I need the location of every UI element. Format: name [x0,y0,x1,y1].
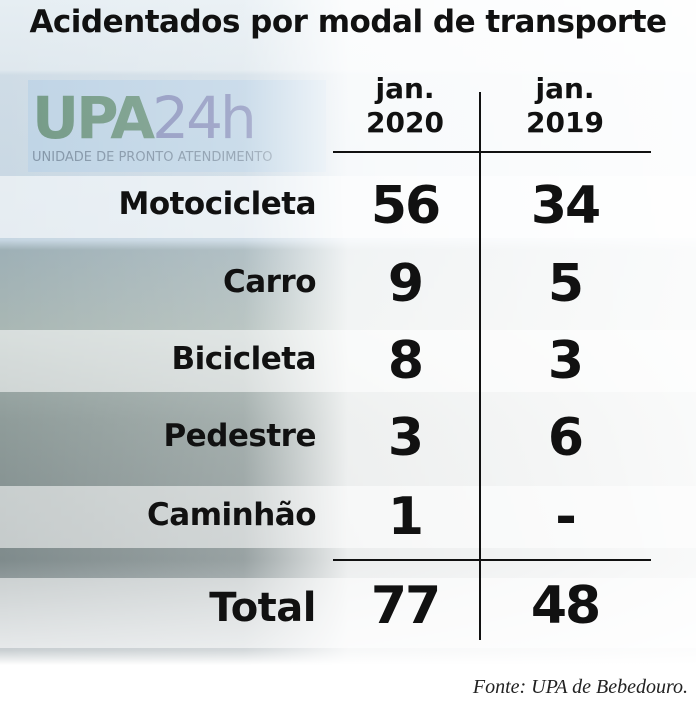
row-band [0,330,696,392]
row-label: Motocicleta [118,186,316,222]
value-2019: 3 [547,331,584,391]
total-2019: 48 [530,576,601,636]
column-header-2020: jan. 2020 [366,72,444,139]
total-2020: 77 [370,576,441,636]
header-divider [333,151,651,153]
value-2019: 6 [547,408,584,468]
value-2020: 56 [370,176,441,236]
column-divider [479,92,481,640]
value-2020: 9 [387,254,424,314]
row-label: Bicicleta [171,341,316,377]
chart-title: Acidentados por modal de transporte [29,4,667,40]
value-2019: 34 [530,176,601,236]
column-header-2019: jan. 2019 [526,72,604,139]
value-2019: 5 [547,254,584,314]
value-2019: - [555,487,577,547]
row-band [0,578,696,648]
value-2020: 3 [387,408,424,468]
source-note: Fonte: UPA de Bebedouro. [472,676,688,698]
row-band [0,176,696,238]
total-divider [333,559,651,561]
row-label: Caminhão [147,497,316,533]
value-2020: 8 [387,331,424,391]
row-band [0,486,696,548]
value-2020: 1 [387,487,424,547]
row-label: Carro [222,264,317,300]
row-label: Pedestre [163,418,316,454]
total-label: Total [209,585,316,631]
